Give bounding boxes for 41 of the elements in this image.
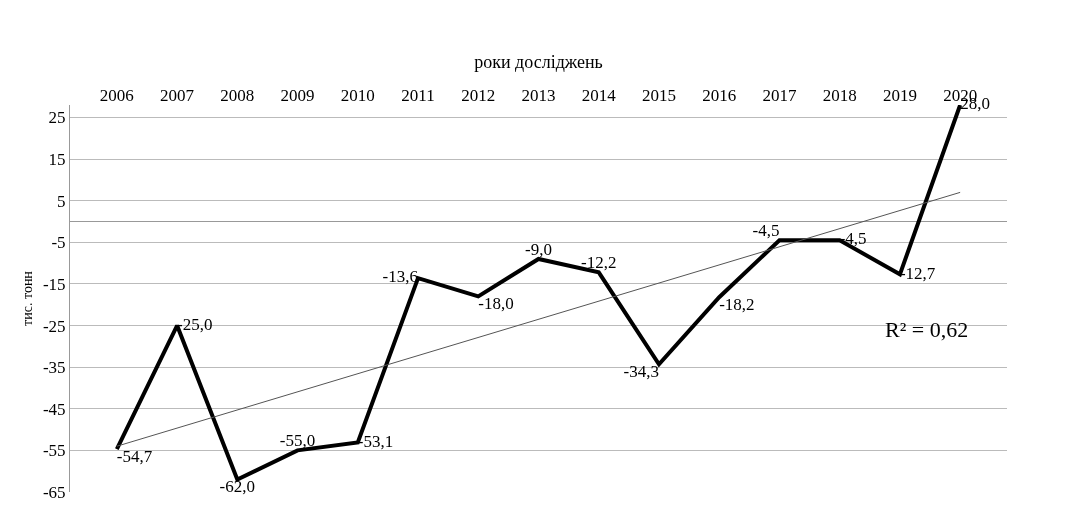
y-tick-label: 25	[48, 108, 66, 128]
x-tick-label: 2011	[401, 85, 435, 105]
x-tick-label: 2012	[461, 85, 496, 105]
x-tick-label: 2019	[882, 85, 917, 105]
x-tick-label: 2017	[762, 85, 797, 105]
x-tick-label: 2014	[581, 85, 617, 105]
data-label: -18,2	[719, 295, 755, 314]
data-label: -55,0	[279, 431, 316, 451]
x-tick-label: 2007	[160, 85, 195, 105]
x-axis-title: роки досліджень	[474, 51, 603, 72]
x-tick-label: 2018	[822, 85, 857, 105]
data-label: -9,0	[525, 239, 552, 259]
y-tick-label: -5	[51, 233, 66, 253]
data-label: -4,5	[839, 229, 867, 249]
y-axis-title: тис. тонн	[20, 270, 35, 326]
y-tick-label: -65	[42, 482, 66, 502]
data-label: -18,0	[478, 294, 514, 314]
data-label: -4,5	[752, 220, 780, 240]
y-tick-label: -55	[42, 441, 66, 461]
x-tick-label: 2008	[220, 85, 255, 105]
data-label: -53,1	[357, 431, 394, 451]
data-label: -13,6	[382, 267, 419, 287]
x-tick-label: 2010	[340, 85, 375, 105]
data-label: -34,3	[623, 362, 659, 381]
data-label: -54,7	[116, 446, 153, 466]
y-tick-label: -35	[42, 358, 66, 378]
x-tick-label: 2013	[521, 85, 556, 105]
data-label: -12,7	[899, 263, 936, 283]
annotation: R² = 0,62	[885, 317, 969, 342]
data-label: -62,0	[219, 477, 256, 497]
y-tick-label: -25	[42, 316, 66, 336]
x-tick-label: 2006	[99, 85, 134, 105]
y-tick-label: 5	[57, 191, 66, 211]
y-tick-label: -45	[42, 399, 66, 419]
data-label: -25,0	[177, 314, 213, 334]
y-tick-label: -15	[42, 274, 66, 294]
y-tick-label: 15	[48, 150, 66, 170]
data-label: -12,2	[581, 253, 617, 273]
x-tick-label: 2015	[641, 85, 676, 105]
x-tick-label: 2009	[280, 85, 315, 105]
x-tick-label: 2016	[702, 85, 737, 105]
